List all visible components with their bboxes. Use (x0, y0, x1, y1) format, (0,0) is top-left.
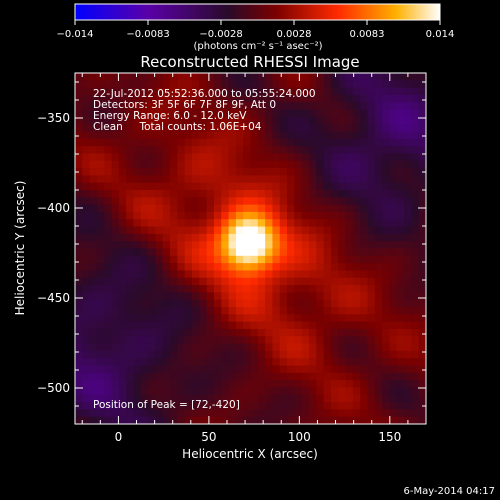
annotation-energy-range: Energy Range: 6.0 - 12.0 keV (93, 110, 247, 122)
annotation-detectors: Detectors: 3F 5F 6F 7F 8F 9F, Att 0 (93, 99, 276, 111)
colorbar-tick-label: −0.0083 (126, 29, 169, 40)
colorbar-tick-label: −0.0028 (199, 29, 242, 40)
colorbar-tick-label: −0.014 (56, 29, 93, 40)
colorbar-tick-label: 0.0028 (277, 29, 312, 40)
colorbar-tick-label: 0.0083 (350, 29, 385, 40)
peak-position-label: Position of Peak = [72,-420] (93, 399, 240, 411)
y-tick-label: −450 (37, 291, 70, 305)
y-axis-label: Heliocentric Y (arcsec) (13, 181, 27, 316)
x-tick-label: 50 (201, 430, 216, 444)
x-tick-label: 100 (288, 430, 311, 444)
annotation-time-range: 22-Jul-2012 05:52:36.000 to 05:55:24.000 (93, 88, 316, 100)
heatmap-image (75, 73, 426, 424)
x-tick-label: 150 (378, 430, 401, 444)
y-tick-label: −400 (37, 201, 70, 215)
y-tick-label: −350 (37, 111, 70, 125)
axes: 0 50 100 150 −350 −400 −450 −500 (37, 73, 427, 444)
plot-frame (74, 72, 427, 425)
chart-title: Reconstructed RHESSI Image (140, 53, 359, 71)
colorbar-ticks: −0.014 −0.0083 −0.0028 0.0028 0.0083 0.014 (56, 20, 454, 40)
y-tick-label: −500 (37, 381, 70, 395)
x-tick-label: 0 (115, 430, 123, 444)
colorbar (74, 3, 441, 21)
footer-date: 6-May-2014 04:17 (403, 486, 495, 497)
annotation-clean-counts: Clean Total counts: 1.06E+04 (93, 121, 262, 133)
colorbar-units: (photons cm⁻² s⁻¹ asec⁻²) (193, 41, 322, 52)
colorbar-tick-label: 0.014 (426, 29, 455, 40)
x-axis-label: Heliocentric X (arcsec) (182, 447, 318, 461)
